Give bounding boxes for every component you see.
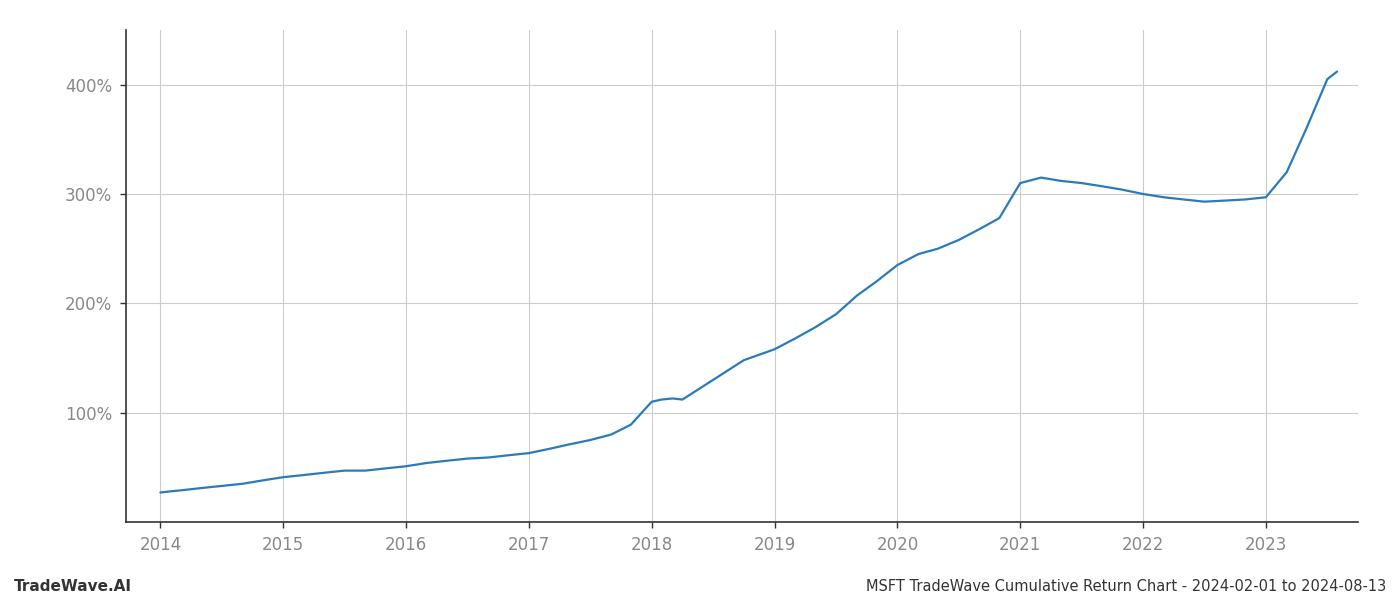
Text: TradeWave.AI: TradeWave.AI	[14, 579, 132, 594]
Text: MSFT TradeWave Cumulative Return Chart - 2024-02-01 to 2024-08-13: MSFT TradeWave Cumulative Return Chart -…	[865, 579, 1386, 594]
